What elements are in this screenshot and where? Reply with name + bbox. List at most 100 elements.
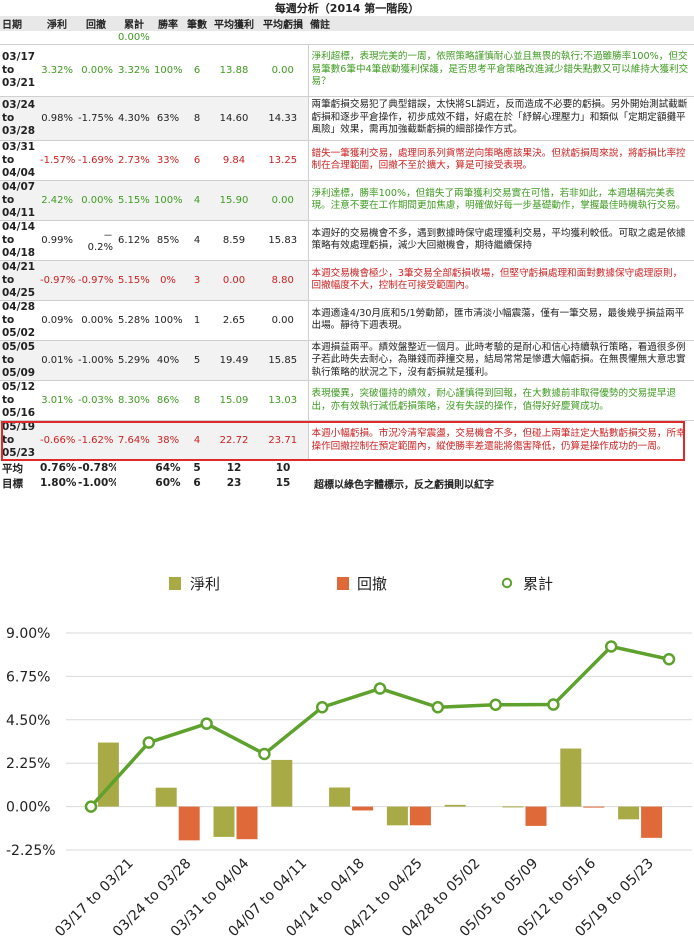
y-tick-label: 2.25% [6, 756, 50, 772]
header-notes: 備註 [308, 16, 694, 31]
drawdown-bar [583, 806, 605, 808]
week-count: 6 [184, 139, 210, 180]
average-avg-win: 12 [226, 462, 242, 474]
drawdown-bar [409, 806, 431, 826]
y-tick-label: 6.75% [6, 669, 50, 685]
week-date-end: 03/28 [2, 124, 36, 137]
initial-row: 0.00% [0, 31, 694, 44]
week-cumulative: 5.28% [116, 299, 152, 340]
week-drawdown: -1.75% [76, 95, 116, 140]
header-count: 筆數 [184, 16, 210, 31]
week-avg-win: 0.00 [210, 259, 258, 300]
drawdown-bar [641, 806, 663, 838]
average-label: 平均 [2, 462, 23, 475]
legend-drawdown-swatch [337, 577, 349, 590]
cumulative-point [258, 747, 271, 761]
week-cumulative: 5.15% [116, 259, 152, 300]
week-avg-win: 19.49 [210, 339, 258, 381]
week-cumulative: 8.30% [116, 380, 152, 421]
week-count: 5 [184, 339, 210, 381]
week-date-end: 05/23 [2, 447, 36, 460]
chart-legend: 淨利 回撤 累計 [169, 575, 553, 593]
week-avg-win: 2.65 [210, 299, 258, 340]
week-count: 4 [184, 420, 210, 461]
cumulative-point [489, 698, 502, 712]
week-win-rate: 63% [152, 95, 184, 140]
table-title: 每週分析（2014 第一階段） [274, 2, 420, 15]
week-drawdown: -0.03% [76, 380, 116, 421]
week-date-end: 05/02 [2, 326, 36, 339]
week-date-to: to [2, 273, 15, 286]
cumulative-path [89, 644, 670, 808]
week-date-to: to [2, 353, 15, 366]
week-note: 淨利超標，表現完美的一周，依照策略謹慎耐心並且無畏的執行;不過雖勝率100%，但… [307, 43, 694, 96]
week-win-rate: 85% [152, 219, 184, 260]
table-row: 04/14 to 04/18 0.99% －0.2% 6.12% 85% 4 8.59 15.83… [0, 219, 694, 260]
week-date-end: 04/04 [2, 166, 36, 179]
week-count: 4 [184, 219, 210, 260]
week-drawdown: 0.00% [76, 299, 116, 340]
week-net: -0.97% [38, 259, 76, 300]
cumulative-point [373, 682, 387, 695]
net-bar [444, 804, 466, 807]
week-cumulative: 3.32% [116, 43, 152, 96]
week-avg-win: 14.60 [210, 95, 258, 140]
week-avg-loss: 13.03 [258, 380, 308, 421]
week-net: 0.09% [38, 299, 76, 340]
week-avg-win: 22.72 [210, 420, 258, 461]
legend-drawdown-label: 回撤 [357, 575, 387, 593]
week-win-rate: 86% [152, 380, 184, 421]
week-avg-loss: 23.71 [258, 420, 308, 461]
drawdown-bar [352, 806, 374, 811]
target-count: 6 [193, 477, 201, 489]
y-tick-label: 0.00% [6, 800, 50, 816]
header-net: 淨利 [38, 16, 76, 31]
cumulative-point [84, 800, 98, 813]
week-avg-win: 15.09 [210, 380, 258, 421]
average-row: 平均 0.76% -0.78% 64% 5 12 10 [0, 461, 694, 476]
week-note: 本週交易機會極少，3筆交易全部虧損收場，但堅守虧損處理和面對數據保守處理原則，回… [307, 259, 694, 300]
week-date-to: to [2, 434, 15, 447]
table-row: 04/28 to 05/02 0.09% 0.00% 5.28% 100% 1 2.65 0.00… [0, 299, 694, 340]
week-date-to: to [2, 111, 15, 124]
target-label: 目標 [2, 477, 23, 490]
week-win-rate: 33% [152, 139, 184, 180]
y-tick-label: 4.50% [6, 713, 50, 729]
week-date-end: 04/18 [2, 246, 36, 259]
average-win-rate: 64% [155, 462, 181, 474]
week-date-start: 04/14 [2, 220, 36, 233]
net-bar [329, 787, 351, 807]
net-bar [213, 806, 235, 837]
week-date-start: 03/24 [2, 98, 36, 111]
week-cumulative: 2.73% [116, 139, 152, 180]
week-cumulative: 7.64% [116, 420, 152, 461]
week-date: 03/31 to 04/04 [0, 139, 38, 180]
cumulative-point [142, 736, 156, 749]
week-avg-win: 15.90 [210, 179, 258, 220]
week-net: 3.01% [38, 380, 76, 421]
week-date-to: to [2, 153, 15, 166]
y-tick-label: 9.00% [6, 626, 50, 642]
week-date-start: 04/21 [2, 260, 36, 273]
week-net: 2.42% [38, 179, 76, 220]
week-note: 表現優異，突破僵持的績效，耐心謹慎得到回報，在大數據前非取得優勢的交易提早退出，… [307, 380, 694, 421]
week-net: 0.99% [38, 219, 76, 260]
table-row: 03/31 to 04/04 -1.57% -1.69% 2.73% 33% 6 9.84 13.… [0, 139, 694, 180]
legend-net-swatch [169, 577, 181, 590]
target-net: 1.80% [40, 477, 76, 489]
week-net: -1.57% [38, 139, 76, 180]
week-drawdown: －0.2% [76, 219, 116, 260]
net-bar [618, 806, 640, 820]
week-net: 0.98% [38, 95, 76, 140]
week-note: 本週損益兩平。績效盤整近一個月。此時考驗的是耐心和信心持續執行策略，看過很多例子… [307, 339, 694, 381]
week-note: 本週適逢4/30月底和5/1勞動節，匯市清淡小幅震蕩，僅有一筆交易，最後幾乎損益… [307, 299, 694, 340]
week-date-end: 04/11 [2, 206, 36, 219]
week-count: 4 [184, 179, 210, 220]
week-avg-loss: 14.33 [258, 95, 308, 140]
week-date: 05/05 to 05/09 [0, 339, 38, 381]
week-win-rate: 100% [152, 43, 184, 96]
week-date: 03/24 to 03/28 [0, 95, 38, 140]
table-row: 04/21 to 04/25 -0.97% -0.97% 5.15% 0% 3 0.00 8.80… [0, 259, 694, 300]
cumulative-point [200, 717, 213, 730]
